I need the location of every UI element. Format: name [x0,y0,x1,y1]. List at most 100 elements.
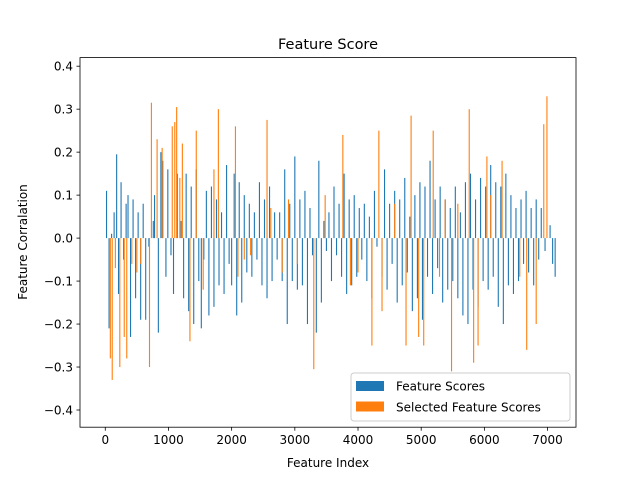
feature-scores-bar [320,238,322,303]
feature-scores-bar [411,238,413,312]
feature-scores-bar [502,238,504,325]
feature-scores-bar [246,238,248,273]
feature-scores-bar [409,216,411,239]
feature-scores-bar [248,203,250,239]
feature-scores-bar [299,199,301,239]
feature-scores-bar [424,186,426,239]
selected-feature-scores-bar [438,238,441,277]
selected-feature-scores-bar [394,203,396,239]
feature-scores-bar [132,199,134,239]
feature-scores-bar [485,186,487,239]
feature-scores-bar [404,177,406,239]
selected-feature-scores-bar [202,238,204,290]
x-axis-label: Feature Index [287,456,369,470]
x-tick-label: 6000 [469,433,500,447]
feature-scores-bar [215,199,218,239]
feature-scores-bar [276,238,278,260]
x-tick-label: 0 [101,433,109,447]
feature-scores-bar [517,238,520,282]
feature-scores-bar [188,238,190,312]
feature-scores-bar [269,186,271,239]
feature-scores-bar [351,238,353,286]
feature-scores-bar [263,199,266,239]
feature-scores-bar [311,238,314,256]
selected-feature-scores-bar [468,109,470,239]
selected-feature-scores-bar [519,238,521,277]
feature-scores-bar [358,208,360,239]
feature-scores-bar [165,238,167,277]
legend-swatch-feature-scores [356,381,384,391]
feature-scores-bar [226,165,228,239]
selected-feature-scores-bar [237,238,239,277]
feature-scores-bar [258,182,260,239]
feature-scores-bar [391,238,393,264]
feature-scores-bar [210,186,212,239]
feature-scores-bar [105,190,108,239]
selected-feature-scores-bar [234,126,236,239]
feature-scores-bar [193,238,195,325]
selected-feature-scores-bar [270,208,272,239]
feature-scores-bar [271,238,273,282]
selected-feature-scores-bar [161,147,163,239]
feature-scores-bar [154,195,156,239]
feature-scores-bar [289,203,291,239]
selected-feature-scores-bar [181,143,183,239]
feature-scores-bar [274,212,276,239]
selected-feature-scores-bar [266,119,268,239]
feature-scores-bar [286,238,288,325]
feature-scores-bar [512,238,514,294]
feature-scores-bar [544,238,546,251]
x-axis-ticks: 0 1000 2000 3000 4000 5000 6000 7000 [101,427,563,447]
x-tick-label: 1000 [153,433,184,447]
feature-scores-bar [406,238,408,273]
selected-feature-scores-bar [405,238,407,346]
feature-scores-bar [338,203,340,239]
feature-scores-bar [304,190,306,239]
feature-scores-bar [368,216,370,239]
selected-feature-scores-bar [357,238,359,273]
feature-scores-bar [538,238,540,260]
selected-feature-scores-bar [477,238,479,346]
selected-feature-scores-bar [432,130,434,239]
feature-scores-bar [535,199,537,239]
feature-scores-bar [399,199,401,239]
feature-scores-bar [520,199,522,239]
feature-scores-bar [198,238,200,282]
y-tick-label: −0.3 [44,360,73,374]
feature-scores-bar [525,190,527,239]
selected-feature-scores-bar [174,122,176,239]
feature-scores-bar [185,173,187,239]
feature-scores-bar [318,160,320,239]
selected-feature-scores-bar [109,238,111,359]
feature-scores-bar [238,182,240,239]
feature-scores-bar [120,182,122,239]
feature-scores-bar [554,238,556,277]
feature-scores-bar [353,195,355,239]
feature-scores-bar [348,199,350,239]
feature-scores-bar [228,238,230,264]
feature-scores-bar [266,238,268,299]
feature-scores-bar [190,186,192,239]
selected-feature-scores-bar [526,238,528,350]
feature-scores-bar [294,156,296,239]
feature-scores-bar [447,238,449,290]
feature-scores-bar [434,199,436,239]
feature-scores-bar [419,182,421,239]
selected-feature-scores-bar [179,177,181,239]
feature-scores-bar [480,177,482,239]
feature-scores-bar [356,238,358,277]
feature-scores-bar [113,212,115,239]
legend-box [350,372,571,422]
feature-scores-bar [523,238,525,264]
feature-scores-bar [309,208,311,239]
feature-scores-bar [130,238,132,337]
x-tick-label: 4000 [343,433,374,447]
selected-feature-scores-bar [126,238,128,359]
selected-feature-scores-bar [136,238,138,273]
feature-scores-bar [452,238,454,282]
selected-feature-scores-bar [473,238,475,363]
feature-scores-bar [472,238,474,290]
feature-scores-bar [421,238,424,320]
feature-scores-bar [497,238,499,307]
